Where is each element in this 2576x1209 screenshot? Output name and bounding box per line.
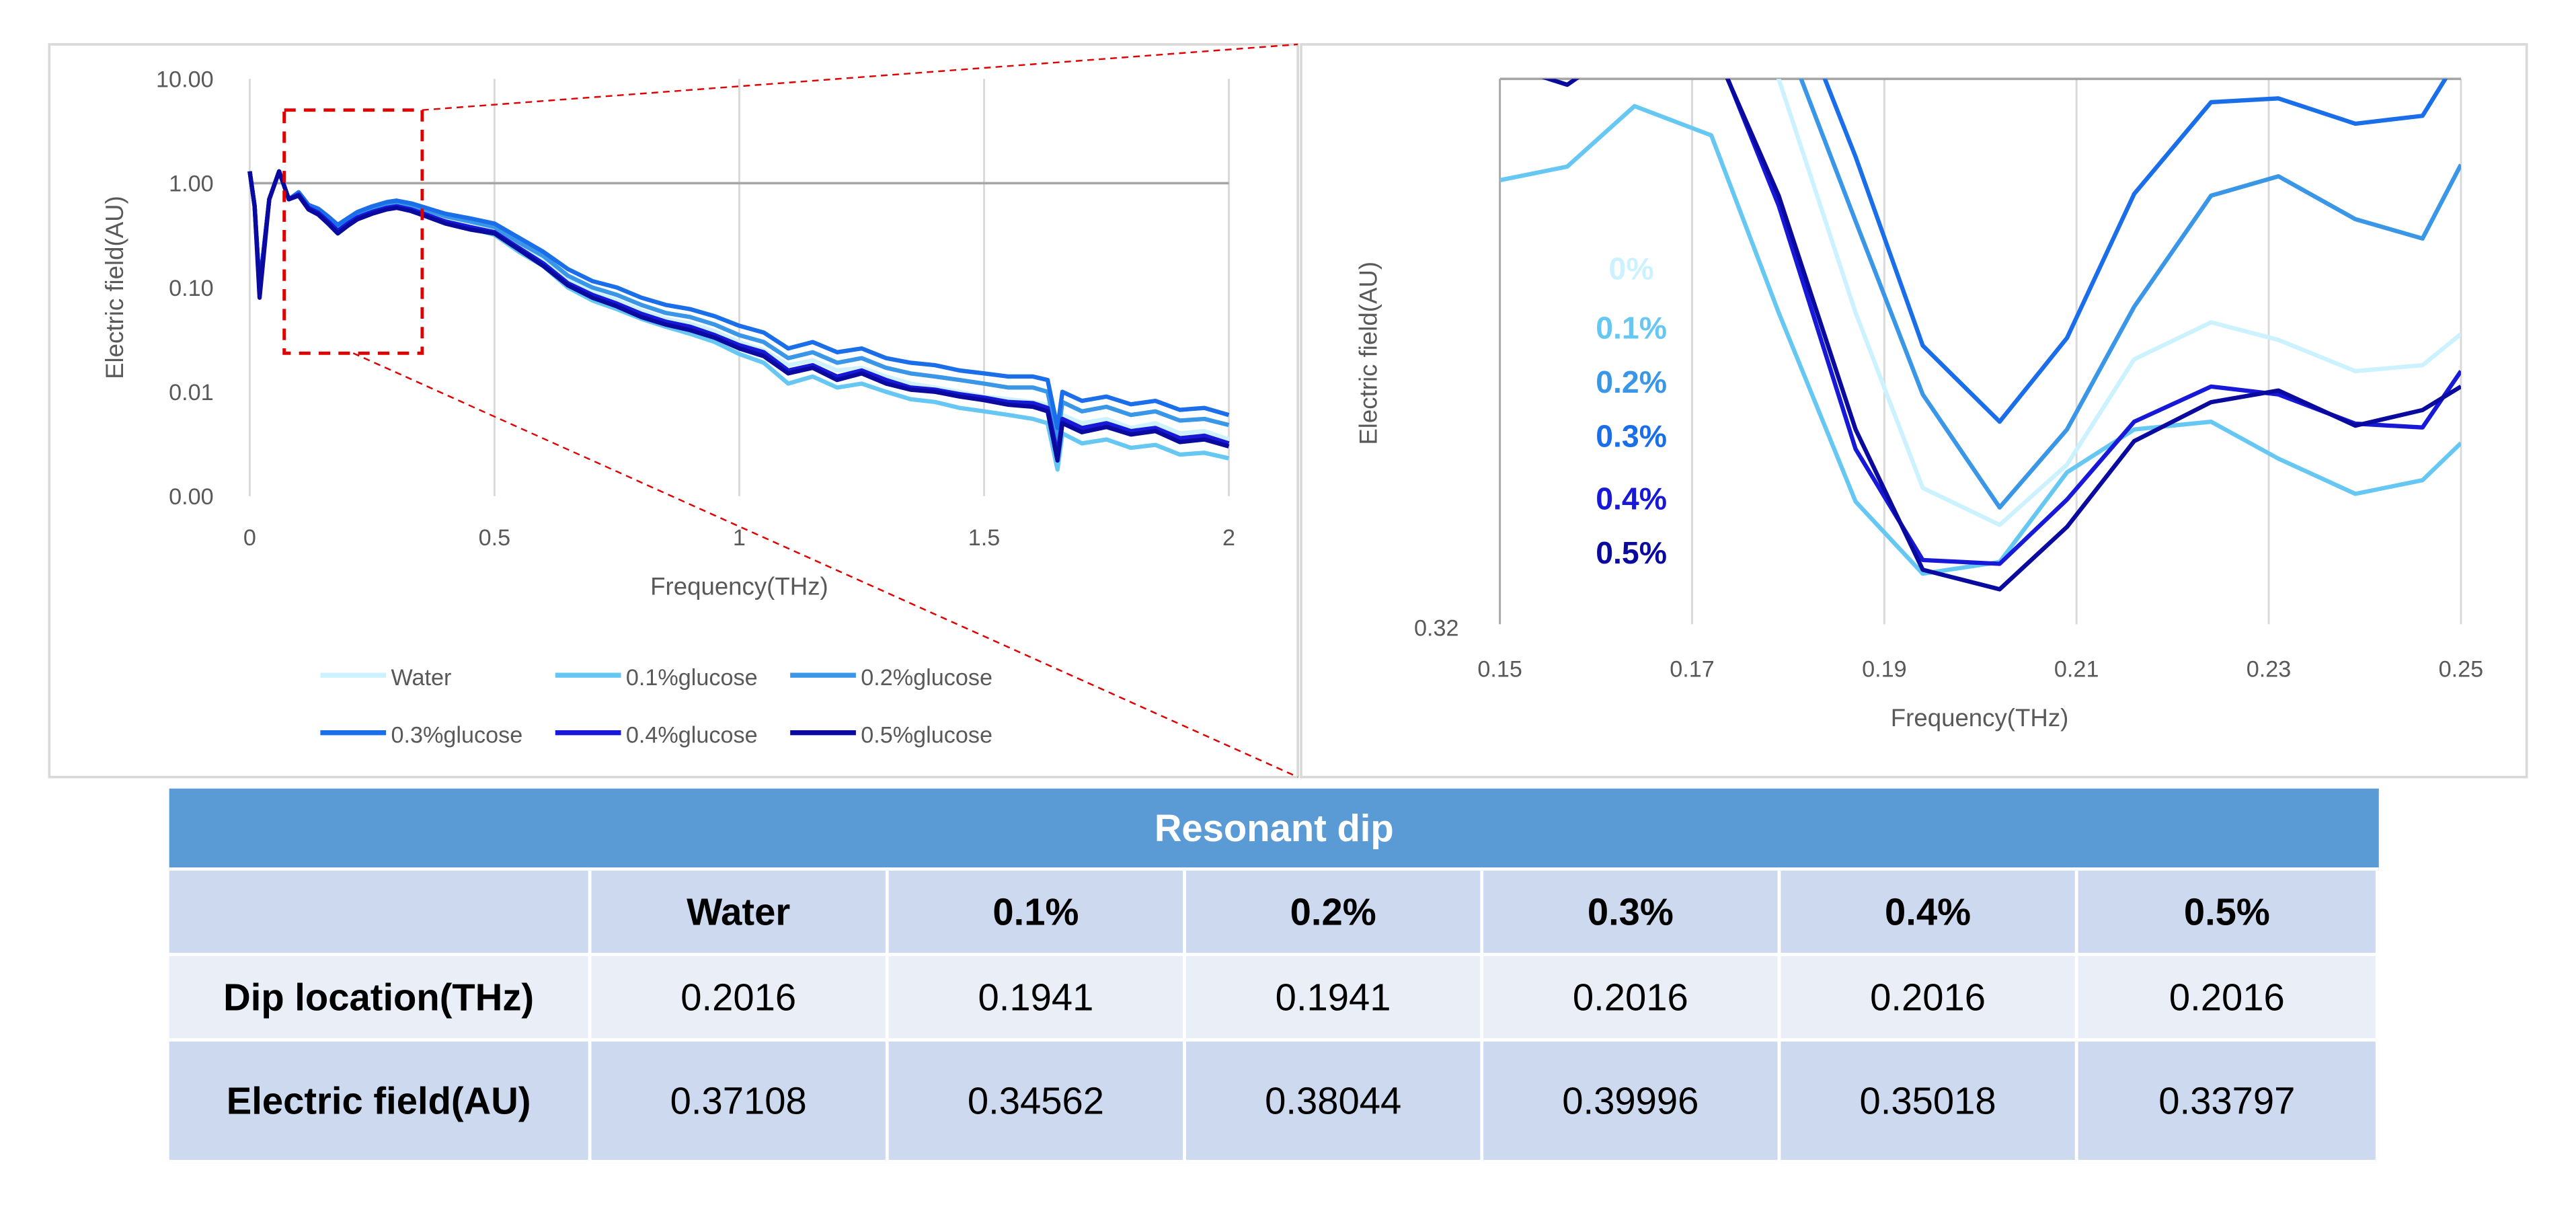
table-row: Electric field(AU) 0.37108 0.34562 0.380… [169, 1041, 2379, 1163]
right-x-tick-label: 0.21 [2054, 657, 2099, 682]
column-header: 0.1% [888, 870, 1186, 956]
legend-label: 0.4%glucose [626, 722, 758, 748]
zoom-connector-bottom [352, 352, 1298, 778]
right-series-label: 0.3% [1596, 419, 1667, 454]
left-y-tick-label: 1.00 [169, 171, 214, 197]
left-chart-ticks: 0 0.5 1 1.5 2 10.00 1.00 0.10 0.01 0.00 [156, 67, 1235, 551]
legend-label: 0.5%glucose [861, 722, 992, 748]
table-cell: 0.1941 [888, 956, 1186, 1042]
column-header: Water [591, 870, 889, 956]
legend-label: 0.3%glucose [391, 722, 522, 748]
right-x-axis-label: Frequency(THz) [1891, 704, 2069, 732]
left-x-tick-label: 1.5 [968, 525, 1001, 551]
right-x-tick-label: 0.25 [2439, 657, 2484, 682]
right-series-label: 0.2% [1596, 364, 1667, 399]
right-chart-series-labels: 0% 0.1% 0.2% 0.3% 0.4% 0.5% [1596, 251, 1667, 570]
table-cell: 0.2016 [1483, 956, 1781, 1042]
left-series-line-5 [247, 169, 1230, 463]
column-header: 0.2% [1185, 870, 1484, 956]
right-series-label: 0.4% [1596, 481, 1667, 516]
left-chart-legend: Water 0.1%glucose 0.2%glucose 0.3%glucose 0.… [320, 665, 992, 748]
right-series-line-2 [1799, 79, 2461, 510]
legend-label: 0.2%glucose [861, 665, 992, 691]
legend-label: 0.1%glucose [626, 665, 758, 691]
right-x-tick-label: 0.19 [1862, 657, 1907, 682]
right-series-line-5 [1541, 79, 2461, 592]
right-x-tick-label: 0.15 [1477, 657, 1522, 682]
zoom-region-box [282, 108, 424, 355]
table-title: Resonant dip [169, 788, 2379, 871]
table-cell: 0.37108 [591, 1041, 889, 1163]
left-y-tick-label: 0.10 [169, 276, 214, 301]
row-label: Dip location(THz) [169, 956, 592, 1042]
right-series-label: 0% [1609, 251, 1654, 286]
left-chart-gridlines [248, 79, 1230, 496]
table-cell: 0.34562 [888, 1041, 1186, 1163]
left-y-tick-label: 0.00 [169, 484, 214, 510]
right-x-tick-label: 0.23 [2247, 657, 2292, 682]
zoom-connector-top [422, 43, 1298, 111]
table-cell: 0.1941 [1185, 956, 1484, 1042]
table-corner-cell [169, 870, 592, 956]
legend-label: Water [391, 665, 451, 691]
right-y-axis-label: Electric field(AU) [1354, 262, 1382, 445]
column-header: 0.4% [1781, 870, 2078, 956]
table-cell: 0.38044 [1185, 1041, 1484, 1163]
table-cell: 0.33797 [2078, 1041, 2379, 1163]
right-series-line-0 [1776, 79, 2461, 527]
table-cell: 0.39996 [1483, 1041, 1781, 1163]
right-y-tick-label: 0.32 [1414, 616, 1459, 641]
table-cell: 0.2016 [2078, 956, 2379, 1042]
left-x-tick-label: 1 [733, 525, 746, 551]
table-header-row: Water 0.1% 0.2% 0.3% 0.4% 0.5% [169, 870, 2379, 956]
right-chart-gridlines [1499, 77, 2462, 625]
table-row: Dip location(THz) 0.2016 0.1941 0.1941 0… [169, 956, 2379, 1042]
table-cell: 0.2016 [1781, 956, 2078, 1042]
left-x-tick-label: 2 [1222, 525, 1235, 551]
table-cell: 0.2016 [591, 956, 889, 1042]
column-header: 0.5% [2078, 870, 2379, 956]
left-x-tick-label: 0.5 [479, 525, 511, 551]
right-series-line-3 [1822, 79, 2448, 424]
left-x-axis-label: Frequency(THz) [650, 572, 828, 600]
left-y-tick-label: 0.01 [169, 380, 214, 405]
right-series-label: 0.5% [1596, 535, 1667, 570]
left-chart-series [247, 169, 1230, 472]
left-series-line-3 [247, 169, 1230, 430]
left-y-axis-label: Electric field(AU) [101, 196, 128, 379]
right-chart-ticks: 0.15 0.17 0.19 0.21 0.23 0.25 0.32 [1414, 616, 2483, 682]
row-label: Electric field(AU) [169, 1041, 592, 1163]
left-y-tick-label: 10.00 [156, 67, 214, 92]
resonant-dip-table: Resonant dip Water 0.1% 0.2% 0.3% 0.4% 0… [169, 788, 2379, 1163]
right-chart-series [1499, 79, 2461, 592]
right-x-tick-label: 0.17 [1670, 657, 1715, 682]
table-cell: 0.35018 [1781, 1041, 2078, 1163]
column-header: 0.3% [1483, 870, 1781, 956]
right-series-label: 0.1% [1596, 310, 1667, 345]
left-x-tick-label: 0 [243, 525, 256, 551]
